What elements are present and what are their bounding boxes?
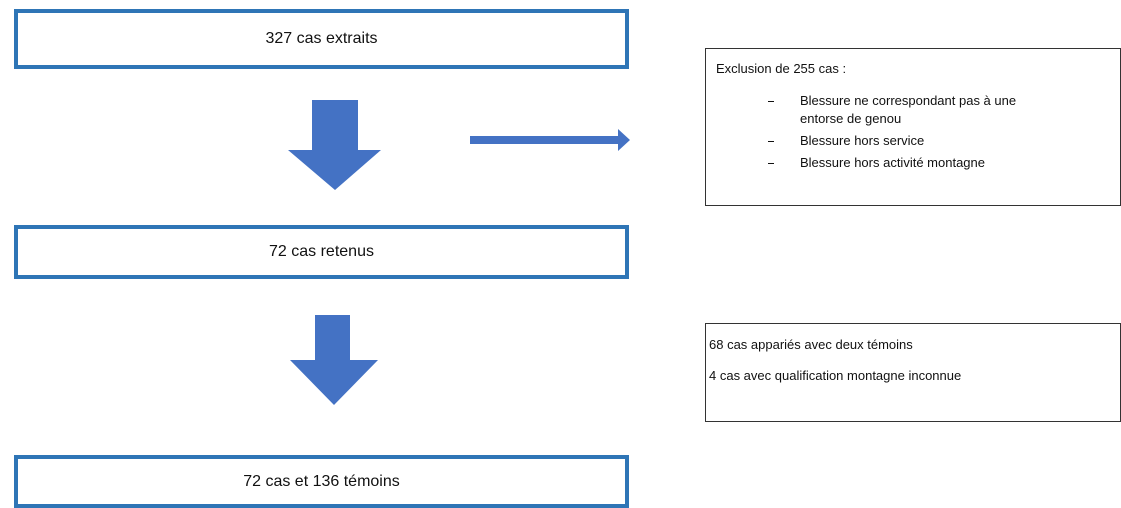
matching-line: 4 cas avec qualification montagne inconn…	[709, 368, 962, 383]
bullet	[768, 101, 774, 102]
matching-box: 68 cas appariés avec deux témoins 4 cas …	[705, 323, 1121, 422]
exclusion-item: Blessure hors activité montagne	[716, 154, 1060, 172]
bullet	[768, 141, 774, 142]
item-text: Blessure ne correspondant pas à une ento…	[800, 93, 1017, 126]
arrow-right	[470, 129, 630, 151]
exclusion-title: Exclusion de 255 cas :	[716, 61, 847, 76]
exclusion-list: Blessure ne correspondant pas à une ento…	[716, 92, 1110, 172]
item-text: Blessure hors activité montagne	[800, 155, 985, 170]
exclusion-item: Blessure ne correspondant pas à une ento…	[716, 92, 1060, 128]
bullet	[768, 163, 774, 164]
node: 327 cas extraits	[14, 9, 629, 69]
item-text: Blessure hors service	[800, 133, 925, 148]
matching-line: 68 cas appariés avec deux témoins	[709, 337, 913, 352]
exclusion-item: Blessure hors service	[716, 132, 1060, 150]
exclusion-box: Exclusion de 255 cas : Blessure ne corre…	[705, 48, 1121, 206]
node: 72 cas retenus	[14, 225, 629, 279]
arrow-down	[288, 100, 381, 190]
node: 72 cas et 136 témoins	[14, 455, 629, 508]
arrow-down	[290, 315, 378, 405]
